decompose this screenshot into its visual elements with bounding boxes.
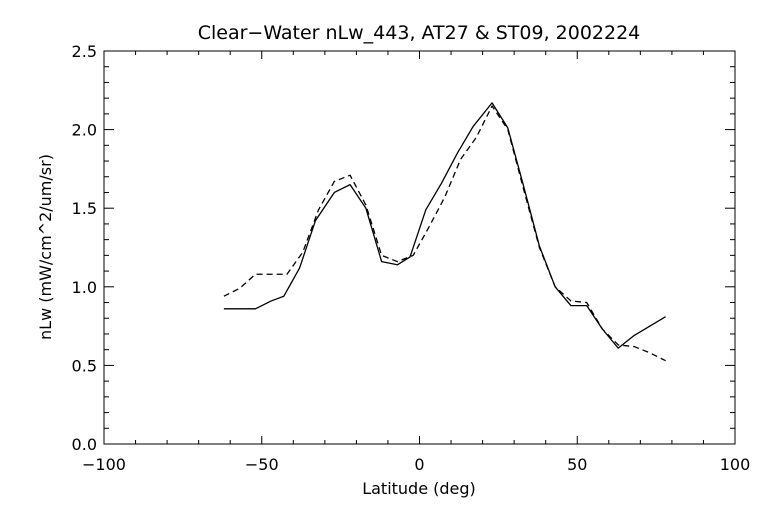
x-tick-label: 50 [567,455,587,474]
y-axis-label: nLw (mW/cm^2/um/sr) [36,154,55,340]
x-tick-label: 100 [720,455,751,474]
series-layer [223,102,666,362]
y-axis-ticks: 0.0 0.5 1.0 1.5 2.0 2.5 [72,42,735,454]
x-tick-label: −50 [245,455,279,474]
x-axis-label: Latitude (deg) [362,479,476,498]
plot-area [103,50,736,445]
y-tick-label: 1.0 [72,278,97,297]
y-tick-label: 2.5 [72,42,97,61]
x-axis-ticks: −100 −50 0 50 100 [82,51,750,474]
chart-title: Clear−Water nLw_443, AT27 & ST09, 200222… [198,22,641,44]
y-tick-label: 2.0 [72,121,97,140]
series-line-solid [223,102,666,349]
x-tick-label: 0 [414,455,424,474]
y-tick-label: 0.5 [72,356,97,375]
series-line-dashed [223,105,666,362]
x-tick-label: −100 [82,455,126,474]
y-tick-label: 0.0 [72,435,97,454]
y-tick-label: 1.5 [72,199,97,218]
